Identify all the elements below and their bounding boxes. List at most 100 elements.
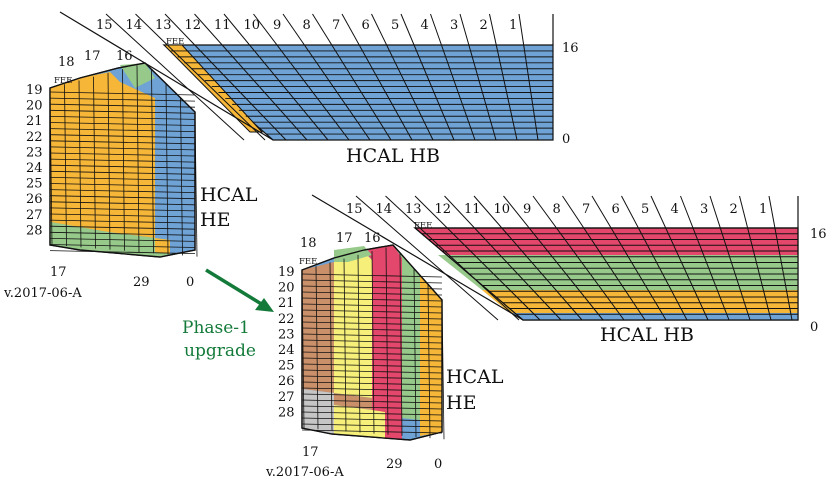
he-grid-row xyxy=(49,177,196,181)
top-he-bottom-0: 0 xyxy=(186,275,194,290)
he-grid-row xyxy=(301,375,443,380)
he-grid-row xyxy=(301,381,443,386)
hb-tower-label: 15 xyxy=(346,202,363,217)
top-he-title-2: HE xyxy=(200,209,230,231)
hb-tower-line xyxy=(473,195,583,321)
bottom-he-orange-right xyxy=(420,275,442,436)
he-grid-col xyxy=(343,258,347,432)
hb-tower-label: 13 xyxy=(155,18,172,33)
bottom-he-tower-18: 18 xyxy=(300,236,317,251)
he-grid-row xyxy=(301,291,443,296)
he-row-label: 23 xyxy=(26,145,43,160)
hb-tower-line xyxy=(739,195,772,321)
hb-tower-line xyxy=(768,195,793,321)
hb-tower-label: 8 xyxy=(553,202,561,217)
bottom-he-frame xyxy=(301,244,443,441)
upgrade-label-line2: upgrade xyxy=(184,341,256,361)
he-grid-row xyxy=(301,429,443,434)
top-hb-depth-0: 0 xyxy=(562,132,570,147)
bottom-hb-blue-band xyxy=(510,313,798,320)
he-row-label: 22 xyxy=(26,130,43,145)
bottom-hb-detector xyxy=(311,194,799,321)
he-grid-row xyxy=(301,399,443,404)
hb-tower-label: 3 xyxy=(450,18,458,33)
top-hb-tower-lines xyxy=(105,13,554,141)
hb-tower-label: 4 xyxy=(421,18,429,33)
he-grid-row xyxy=(301,333,443,338)
hb-tower-line xyxy=(518,13,539,141)
he-grid-row xyxy=(301,345,443,350)
he-grid-row xyxy=(301,423,443,428)
bottom-he-fee-label: FEE xyxy=(299,257,317,267)
bottom-he-brown xyxy=(302,262,334,393)
hb-tower-label: 2 xyxy=(730,202,738,217)
he-grid-row xyxy=(49,103,196,108)
hb-tower-line xyxy=(400,13,455,141)
he-row-label: 20 xyxy=(26,99,43,114)
he-grid-row xyxy=(301,297,443,302)
he-grid-row xyxy=(301,369,443,374)
hb-tower-line xyxy=(489,13,518,141)
he-grid-row xyxy=(49,109,196,114)
he-grid-row xyxy=(49,225,196,230)
he-grid-row xyxy=(49,250,196,254)
he-grid-col xyxy=(399,252,403,436)
he-grid-row xyxy=(49,152,196,157)
he-row-label: 28 xyxy=(26,223,43,238)
bottom-hb-title: HCAL HB xyxy=(600,324,694,346)
he-row-label: 19 xyxy=(278,265,295,280)
bottom-he-bottom-29: 29 xyxy=(386,457,403,472)
hb-tower-line xyxy=(444,195,562,321)
he-grid-row xyxy=(301,303,443,308)
hb-tower-label: 4 xyxy=(671,202,679,217)
bottom-he-detector xyxy=(301,244,445,441)
he-grid-row xyxy=(49,158,196,163)
bottom-he-title-1: HCAL xyxy=(446,366,504,388)
he-grid-col xyxy=(357,254,361,433)
he-grid-row xyxy=(49,189,196,193)
he-grid-col xyxy=(93,76,96,249)
hb-tower-line xyxy=(223,13,329,141)
hb-tower-label: 2 xyxy=(480,18,488,33)
top-hb-orange-tip xyxy=(162,44,264,133)
hb-tower-line xyxy=(459,13,497,141)
hb-tower-label: 11 xyxy=(214,18,231,33)
he-row-label: 22 xyxy=(278,312,295,327)
he-grid-row xyxy=(49,122,196,126)
he-grid-col xyxy=(315,266,319,430)
hb-tower-line xyxy=(562,195,646,321)
top-hb-detector xyxy=(59,11,554,141)
top-hb-tower-labels: 15 14 13 12 11 10 9 8 7 6 5 4 3 2 1 xyxy=(96,18,517,33)
bottom-he-tower-17: 17 xyxy=(336,231,353,246)
bottom-he-yellow xyxy=(334,252,372,398)
he-row-label: 26 xyxy=(278,374,295,389)
bottom-hb-layer-lines xyxy=(421,233,798,315)
he-grid-col xyxy=(78,80,82,248)
he-grid-row xyxy=(49,164,196,169)
top-he-bottom-17: 17 xyxy=(50,265,67,280)
he-grid-row xyxy=(301,405,443,410)
hb-tower-line xyxy=(680,195,730,321)
top-he-title-1: HCAL xyxy=(200,184,258,206)
he-row-label: 25 xyxy=(278,359,295,374)
he-grid-col xyxy=(427,283,431,439)
he-row-label: 21 xyxy=(26,114,43,129)
hb-tower-label: 13 xyxy=(405,202,422,217)
he-grid-row xyxy=(49,170,196,175)
top-hb-cut-line xyxy=(59,11,274,141)
he-grid-row xyxy=(301,315,443,320)
bottom-hb-tower-lines xyxy=(355,195,799,321)
he-row-label: 23 xyxy=(278,327,295,342)
top-he-orange-bottom-tick xyxy=(155,238,170,254)
bottom-he-bottom-17: 17 xyxy=(302,445,319,460)
hb-tower-label: 10 xyxy=(494,202,511,217)
top-he-bottom-29: 29 xyxy=(133,275,150,290)
hb-tower-label: 12 xyxy=(185,18,202,33)
hb-tower-line xyxy=(105,13,245,141)
he-grid-row xyxy=(301,417,443,422)
top-he-tower-16: 16 xyxy=(116,49,133,64)
hb-tower-label: 5 xyxy=(641,202,649,217)
he-row-label: 24 xyxy=(278,343,295,358)
hb-tower-line xyxy=(385,195,520,321)
